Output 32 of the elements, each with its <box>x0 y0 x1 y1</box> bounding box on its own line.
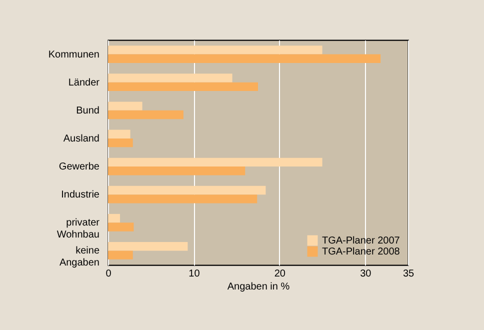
x-tick-label: 20 <box>274 268 286 280</box>
legend-label: TGA-Planer 2007 <box>322 236 400 246</box>
bar <box>108 222 134 232</box>
y-tick-label: privater Wohnbau <box>56 218 100 241</box>
y-tick-label: Länder <box>68 77 100 88</box>
bar <box>108 54 381 64</box>
bar <box>108 110 184 120</box>
bar <box>108 214 120 223</box>
bar <box>108 194 258 204</box>
bar <box>108 130 130 138</box>
bar <box>108 158 322 167</box>
bar <box>108 46 322 54</box>
y-tick-label: keine Angaben <box>59 246 100 269</box>
legend-label: TGA-Planer 2008 <box>322 246 400 258</box>
x-tick-label: 35 <box>402 268 414 280</box>
y-tick-label: Bund <box>76 105 100 116</box>
bar <box>108 186 266 195</box>
y-tick-label: Kommunen <box>48 49 100 60</box>
bar <box>108 102 142 110</box>
bar <box>108 138 133 148</box>
x-tick-label: 0 <box>106 268 112 280</box>
y-tick-label: Ausland <box>63 133 100 144</box>
bar <box>108 242 188 251</box>
x-tick-label: 30 <box>360 268 372 280</box>
bar <box>108 74 232 82</box>
x-tick-label: 10 <box>188 268 200 280</box>
y-tick-label: Industrie <box>61 190 100 201</box>
bar <box>108 250 133 260</box>
x-axis-title: Angaben in % <box>227 282 290 292</box>
y-tick-label: Gewerbe <box>58 162 100 173</box>
bar <box>108 82 258 92</box>
bar <box>108 166 246 176</box>
